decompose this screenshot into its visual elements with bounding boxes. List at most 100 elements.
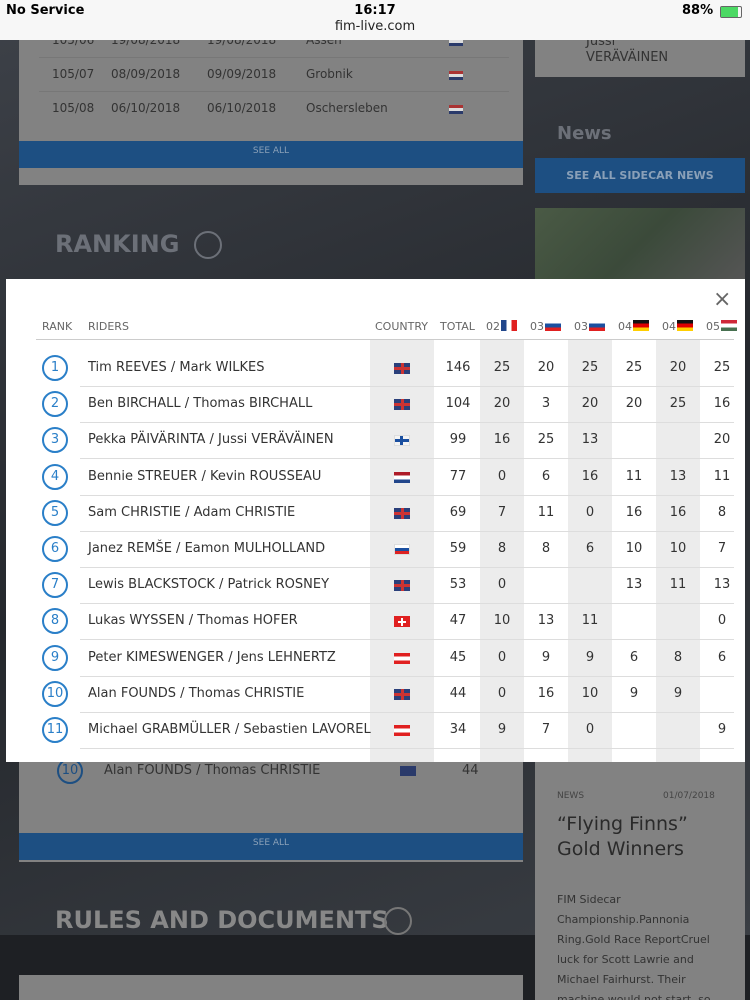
row-divider xyxy=(80,711,734,713)
news-tag: NEWS xyxy=(557,791,585,801)
toggle-icon[interactable] xyxy=(194,231,222,259)
total: 44 xyxy=(449,685,467,701)
score: 8 xyxy=(717,504,727,520)
score: 6 xyxy=(541,468,551,484)
score: 0 xyxy=(497,577,507,593)
see-all-button[interactable]: SEE ALL xyxy=(19,141,523,168)
rank-badge: 8 xyxy=(42,608,68,635)
score: 0 xyxy=(717,613,727,629)
riders: Janez REMŠE / Eamon MULHOLLAND xyxy=(88,541,326,556)
total: 99 xyxy=(449,432,467,448)
score: 10 xyxy=(493,613,511,629)
see-all-button[interactable]: SEE ALL xyxy=(19,833,523,860)
header-total: TOTAL xyxy=(440,320,475,333)
total: 44 xyxy=(462,763,479,778)
score: 13 xyxy=(537,613,555,629)
riders: Lukas WYSSEN / Thomas HOFER xyxy=(88,613,298,629)
news-heading: News xyxy=(557,123,612,144)
score: 16 xyxy=(713,396,731,412)
score: 7 xyxy=(717,541,727,556)
score: 20 xyxy=(493,396,511,412)
score: 25 xyxy=(713,360,731,375)
row-divider xyxy=(80,422,734,424)
column-shade xyxy=(480,339,524,762)
news-button[interactable]: SEE ALL SIDECAR NEWS xyxy=(535,158,745,193)
score: 7 xyxy=(497,504,507,520)
row-divider xyxy=(80,748,734,749)
header-country: COUNTRY xyxy=(375,320,428,333)
battery-icon xyxy=(720,6,742,18)
clock: 16:17 xyxy=(354,3,396,18)
flag xyxy=(394,435,410,447)
row-divider xyxy=(80,675,734,677)
riders: Alan FOUNDS / Thomas CHRISTIE xyxy=(104,763,321,778)
score: 13 xyxy=(625,577,643,593)
row-divider xyxy=(80,567,734,568)
flag xyxy=(394,688,410,700)
row-divider xyxy=(80,639,734,641)
score: 13 xyxy=(669,468,687,484)
calendar-cell: Grobnik xyxy=(306,67,353,81)
calendar-cell: 105/08 xyxy=(52,101,95,115)
flag xyxy=(721,320,737,331)
close-button[interactable]: × xyxy=(713,287,732,312)
riders: Sam CHRISTIE / Adam CHRISTIE xyxy=(88,504,296,520)
total: 53 xyxy=(449,577,467,593)
score: 0 xyxy=(497,685,507,701)
score: 11 xyxy=(537,504,555,520)
flag xyxy=(394,399,410,411)
total: 104 xyxy=(445,396,471,412)
score: 20 xyxy=(669,360,687,375)
rank-badge: 4 xyxy=(42,463,68,490)
flag xyxy=(394,544,410,555)
rules-heading: RULES AND DOCUMENTS xyxy=(55,906,389,934)
row-divider xyxy=(39,91,509,92)
riders: Michael GRABMÜLLER / Sebastien LAVOREL xyxy=(88,722,371,737)
score: 10 xyxy=(581,685,599,701)
riders: Bennie STREUER / Kevin ROUSSEAU xyxy=(88,468,322,484)
score: 11 xyxy=(669,577,687,593)
header-riders: RIDERS xyxy=(88,320,129,333)
score: 9 xyxy=(717,722,727,737)
score: 6 xyxy=(717,649,727,665)
news-card xyxy=(535,762,745,1000)
score: 25 xyxy=(581,360,599,375)
score: 0 xyxy=(497,468,507,484)
rider-card xyxy=(535,40,745,77)
flag xyxy=(394,580,410,592)
header-round: 04 xyxy=(662,320,676,333)
total: 69 xyxy=(449,504,467,520)
score: 0 xyxy=(497,649,507,665)
status-bar xyxy=(0,0,750,40)
row-divider xyxy=(39,57,509,58)
calendar-cell: 105/07 xyxy=(52,67,95,81)
row-divider xyxy=(80,458,734,460)
documents-card xyxy=(19,975,523,1000)
score: 9 xyxy=(629,685,639,701)
flag xyxy=(400,766,416,776)
riders: Ben BIRCHALL / Thomas BIRCHALL xyxy=(88,396,313,412)
flag xyxy=(394,616,410,628)
calendar-cell: 09/09/2018 xyxy=(207,67,277,81)
row-divider xyxy=(80,386,734,387)
header-round: 03 xyxy=(574,320,588,333)
riders: Alan FOUNDS / Thomas CHRISTIE xyxy=(88,685,305,701)
battery-fill xyxy=(721,7,738,17)
toggle-icon[interactable] xyxy=(384,907,412,935)
score: 16 xyxy=(537,685,555,701)
score: 9 xyxy=(673,685,683,701)
calendar-cell: 06/10/2018 xyxy=(207,101,277,115)
total: 77 xyxy=(449,468,467,484)
column-shade xyxy=(568,339,612,762)
total: 47 xyxy=(449,613,467,629)
score: 11 xyxy=(625,468,643,484)
carrier: No Service xyxy=(6,3,85,18)
score: 0 xyxy=(585,722,595,737)
row-divider xyxy=(80,494,734,496)
score: 25 xyxy=(669,396,687,412)
flag xyxy=(394,363,410,374)
news-date: 01/07/2018 xyxy=(663,791,715,801)
url[interactable]: fim-live.com xyxy=(334,19,416,34)
score: 7 xyxy=(541,722,551,737)
news-title: “Flying Finns” Gold Winners xyxy=(557,813,688,860)
